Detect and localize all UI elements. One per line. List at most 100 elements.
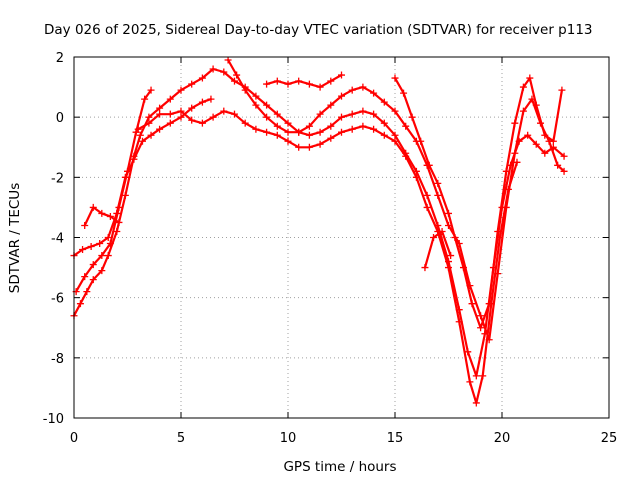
data-point	[209, 113, 217, 121]
data-point	[115, 203, 123, 211]
data-point	[198, 119, 206, 127]
data-point	[560, 152, 568, 160]
data-point	[502, 203, 510, 211]
data-point	[295, 128, 303, 136]
series-track-7	[263, 71, 345, 91]
data-point	[511, 119, 519, 127]
data-point	[348, 125, 356, 133]
data-point	[113, 227, 121, 235]
data-point	[98, 252, 106, 260]
data-point	[81, 221, 89, 229]
data-point	[79, 246, 87, 254]
data-point	[455, 318, 463, 326]
data-point	[391, 107, 399, 115]
data-point	[106, 212, 114, 220]
x-tick-label: 25	[601, 431, 618, 446]
axes: 0 5 10 15 20 25 -10 -8 -6 -4 -2 0 2	[43, 51, 618, 446]
data-point	[348, 110, 356, 118]
data-point	[156, 104, 164, 112]
data-point	[513, 158, 521, 166]
data-point	[532, 140, 540, 148]
data-point	[145, 119, 153, 127]
data-point	[177, 107, 185, 115]
y-axis-label: SDTVAR / TECUs	[7, 183, 23, 293]
data-point	[400, 89, 408, 97]
data-point	[380, 98, 388, 106]
x-axis-label: GPS time / hours	[283, 459, 396, 475]
x-tick-label: 15	[387, 431, 404, 446]
data-point	[380, 119, 388, 127]
data-point	[145, 113, 153, 121]
data-point	[81, 273, 89, 281]
data-point	[305, 131, 313, 139]
data-point	[327, 101, 335, 109]
x-tick-label: 0	[70, 431, 78, 446]
series-track-1	[70, 95, 215, 260]
data-point	[89, 276, 97, 284]
data-point	[451, 234, 459, 241]
data-point	[391, 74, 399, 82]
data-point	[519, 107, 527, 115]
data-point	[327, 122, 335, 130]
data-point	[305, 80, 313, 88]
data-point	[479, 372, 487, 380]
data-point	[198, 74, 206, 82]
data-point	[273, 110, 281, 118]
series-track-3	[72, 86, 155, 296]
data-point	[188, 80, 196, 88]
data-point	[166, 110, 174, 118]
data-point	[273, 122, 281, 130]
data-point	[316, 110, 324, 118]
x-tick-label: 10	[280, 431, 297, 446]
data-point	[134, 125, 142, 133]
data-point	[412, 173, 420, 181]
data-point	[472, 399, 480, 407]
data-point	[370, 110, 378, 118]
data-point	[554, 161, 562, 169]
series-track-4	[81, 203, 123, 229]
data-point	[359, 122, 367, 130]
data-point	[327, 134, 335, 142]
data-point	[89, 261, 97, 269]
data-point	[459, 264, 467, 272]
data-point	[338, 128, 345, 136]
data-point	[423, 191, 431, 199]
data-point	[220, 107, 228, 115]
data-point	[466, 378, 474, 386]
data-point	[209, 65, 217, 73]
chart-title: Day 026 of 2025, Sidereal Day-to-day VTE…	[44, 22, 593, 38]
data-point	[485, 300, 493, 308]
data-point	[541, 131, 549, 139]
data-point	[348, 86, 356, 94]
data-point	[485, 336, 493, 344]
data-point	[391, 131, 399, 139]
data-point	[549, 137, 557, 145]
data-point	[526, 74, 534, 82]
data-point	[402, 122, 410, 130]
data-point	[104, 234, 112, 241]
data-point	[89, 203, 97, 211]
y-tick-label: -6	[51, 292, 64, 307]
data-point	[359, 107, 367, 115]
series-line	[74, 88, 153, 293]
data-point	[502, 167, 510, 175]
data-point	[115, 218, 123, 226]
data-point	[445, 264, 452, 272]
data-point	[402, 152, 410, 160]
y-tick-label: 0	[56, 111, 64, 126]
data-point	[295, 143, 303, 151]
data-point	[273, 77, 281, 85]
data-point	[316, 83, 324, 91]
data-point	[370, 125, 378, 133]
data-point	[233, 71, 241, 79]
data-point	[207, 95, 215, 103]
data-point	[273, 131, 281, 139]
series-line	[423, 230, 452, 269]
data-point	[434, 191, 442, 199]
y-tick-label: 2	[56, 51, 64, 66]
data-point	[106, 240, 114, 248]
data-point	[338, 71, 345, 79]
series-track-2	[70, 65, 568, 380]
data-point	[327, 77, 335, 85]
